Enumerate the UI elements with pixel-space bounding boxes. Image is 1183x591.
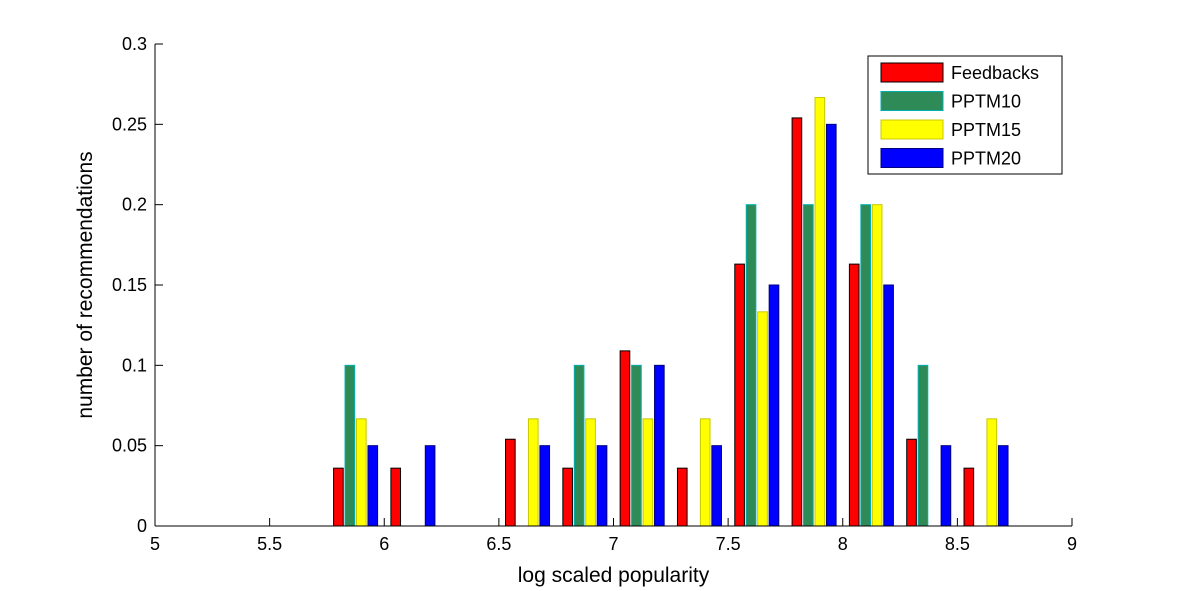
- x-tick-label: 6.5: [486, 534, 511, 554]
- bar-pptm15-9: [699, 418, 711, 527]
- bar-pptm20-13: [940, 445, 952, 527]
- bar-feedbacks-3: [333, 467, 344, 527]
- bar-feedbacks-4: [390, 467, 402, 527]
- axes: 5 5.5 6 6.5 7 7.5 8 8.5 9 0 0.05 0.1 0.15 0.2 0.25 0.3: [112, 34, 1077, 554]
- bar-feedbacks-7: [562, 467, 573, 527]
- bar-pptm10-3: [344, 364, 356, 527]
- bar-feedbacks-9: [676, 467, 688, 527]
- bar-pptm15-7: [585, 418, 596, 527]
- y-tick-label: 0.1: [122, 355, 147, 375]
- bar-feedbacks-10: [734, 263, 745, 527]
- x-tick-label: 5: [150, 534, 160, 554]
- legend-swatch-pptm20: [880, 148, 944, 168]
- y-tick-label: 0.15: [112, 275, 147, 295]
- x-tick-label: 6: [379, 534, 389, 554]
- bar-pptm20-10: [768, 284, 780, 527]
- legend-label-feedbacks: Feedbacks: [951, 63, 1039, 83]
- x-tick-label: 8.5: [945, 534, 970, 554]
- legend-swatch-pptm10: [880, 91, 944, 111]
- bar-pptm15-10: [757, 311, 768, 527]
- bar-feedbacks-6: [505, 438, 516, 527]
- y-tick-label: 0.25: [112, 114, 147, 134]
- x-tick-label: 8: [838, 534, 848, 554]
- bar-pptm15-12: [871, 204, 883, 527]
- bar-pptm15-3: [356, 418, 367, 527]
- legend: Feedbacks PPTM10 PPTM15 PPTM20: [867, 55, 1063, 175]
- bar-feedbacks-13: [906, 438, 917, 527]
- y-tick-label: 0: [137, 516, 147, 536]
- legend-label-pptm10: PPTM10: [951, 92, 1021, 112]
- bar-pptm20-8: [654, 364, 665, 527]
- bar-pptm15-14: [986, 418, 998, 527]
- x-tick-label: 9: [1067, 534, 1077, 554]
- x-axis-label: log scaled popularity: [518, 564, 710, 587]
- bar-pptm20-12: [883, 284, 894, 527]
- y-tick-label: 0.2: [122, 195, 147, 215]
- y-tick-label: 0.3: [122, 34, 147, 54]
- x-tick-label: 5.5: [257, 534, 282, 554]
- bar-pptm20-11: [825, 123, 837, 527]
- bar-pptm20-7: [596, 445, 608, 527]
- x-tick-label: 7: [608, 534, 618, 554]
- y-axis-label: number of recommendations: [74, 151, 97, 418]
- bar-pptm20-14: [997, 445, 1009, 527]
- bar-feedbacks-8: [619, 350, 631, 527]
- bar-pptm20-9: [711, 445, 722, 527]
- bar-pptm10-13: [917, 364, 929, 527]
- bar-feedbacks-12: [848, 263, 860, 527]
- legend-swatch-pptm15: [880, 119, 944, 140]
- legend-label-pptm15: PPTM15: [951, 120, 1021, 140]
- bar-pptm15-8: [642, 418, 654, 527]
- bar-pptm20-4: [424, 445, 436, 527]
- bar-pptm15-11: [814, 97, 826, 527]
- bar-pptm10-11: [803, 204, 814, 527]
- bar-pptm10-7: [573, 364, 585, 527]
- bar-feedbacks-11: [791, 117, 803, 527]
- legend-swatch-feedbacks: [880, 62, 944, 83]
- bar-pptm15-6: [527, 418, 539, 527]
- bar-pptm10-10: [745, 204, 757, 527]
- legend-label-pptm20: PPTM20: [951, 149, 1021, 169]
- x-tick-label: 7.5: [716, 534, 741, 554]
- bar-pptm10-12: [860, 204, 871, 527]
- y-tick-label: 0.05: [112, 436, 147, 456]
- bar-pptm10-8: [631, 364, 642, 527]
- bar-pptm20-6: [539, 445, 551, 527]
- bar-pptm20-3: [367, 445, 379, 527]
- bar-feedbacks-14: [963, 467, 975, 527]
